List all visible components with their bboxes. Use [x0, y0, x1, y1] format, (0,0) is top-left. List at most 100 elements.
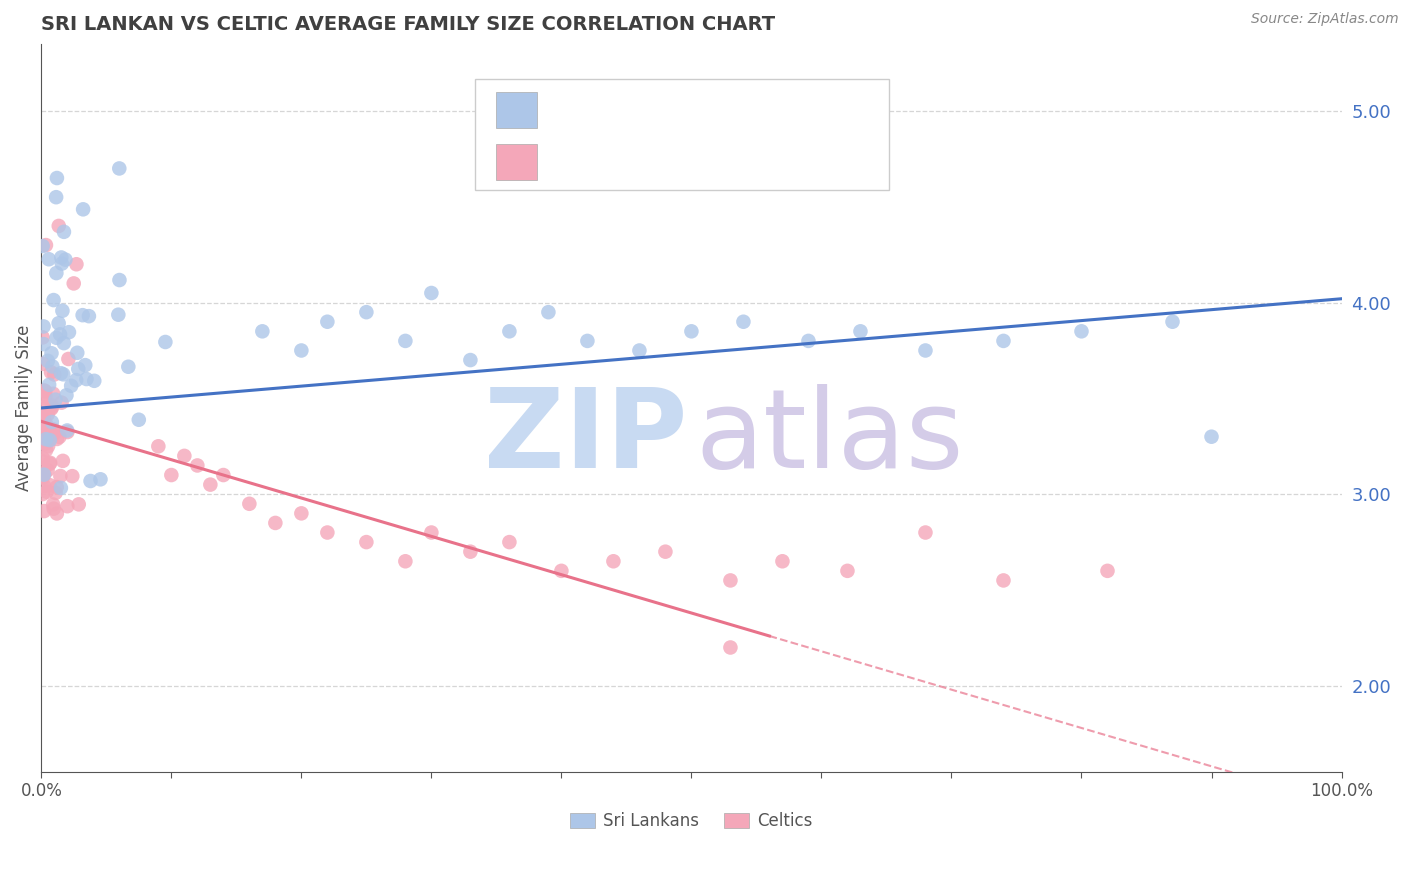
Point [31, 239, 53, 253]
Point [32, 412, 55, 426]
Point [45, 480, 67, 494]
Point [914, 525, 936, 540]
Point [394, 334, 416, 348]
Point [72, 308, 94, 322]
Point [44, 392, 66, 407]
Text: R =  0.185    N = 70: R = 0.185 N = 70 [554, 101, 735, 119]
Point [56, 499, 79, 513]
Point [498, 324, 520, 338]
Point [173, 449, 195, 463]
Point [38, 433, 60, 447]
Point [46, 432, 69, 446]
Point [38, 252, 60, 267]
Text: atlas: atlas [696, 384, 965, 491]
Point [797, 334, 820, 348]
Point [498, 535, 520, 549]
Point [31, 391, 53, 405]
Point [48, 219, 70, 233]
Point [148, 439, 170, 453]
Point [56, 424, 79, 438]
Point [186, 458, 208, 473]
Point [37, 439, 59, 453]
Point [108, 161, 131, 176]
Point [45, 507, 67, 521]
Point [31, 330, 53, 344]
Point [83, 374, 105, 388]
Point [79, 474, 101, 488]
Point [35, 417, 58, 432]
Point [51, 303, 73, 318]
Point [48, 316, 70, 330]
Point [264, 516, 287, 530]
Point [32, 408, 55, 422]
Point [31, 470, 53, 484]
Point [31, 406, 53, 420]
Text: R = -0.320    N = 90: R = -0.320 N = 90 [554, 153, 737, 171]
Point [41, 359, 63, 374]
Point [31, 469, 53, 483]
Point [602, 554, 624, 568]
Point [128, 413, 150, 427]
Point [34, 437, 56, 451]
Point [56, 425, 79, 439]
Point [420, 525, 443, 540]
Point [290, 507, 312, 521]
Point [31, 423, 53, 437]
Point [65, 257, 87, 271]
Point [51, 251, 73, 265]
Point [212, 468, 235, 483]
Point [52, 454, 75, 468]
Point [628, 343, 651, 358]
Point [38, 457, 60, 471]
Point [45, 331, 67, 345]
Point [37, 463, 59, 477]
Point [32, 479, 55, 493]
Point [49, 481, 72, 495]
Point [52, 368, 75, 382]
Point [155, 334, 177, 349]
Point [37, 354, 59, 368]
Point [34, 407, 56, 421]
Point [39, 365, 62, 379]
Point [837, 564, 859, 578]
Point [41, 415, 63, 429]
Point [49, 469, 72, 483]
Point [1070, 324, 1092, 338]
Point [460, 544, 482, 558]
Text: SRI LANKAN VS CELTIC AVERAGE FAMILY SIZE CORRELATION CHART: SRI LANKAN VS CELTIC AVERAGE FAMILY SIZE… [41, 15, 776, 34]
Point [117, 359, 139, 374]
Point [356, 305, 378, 319]
Point [35, 484, 58, 499]
Point [576, 334, 599, 348]
Point [316, 525, 339, 540]
Point [75, 358, 97, 372]
Point [654, 544, 676, 558]
Point [32, 319, 55, 334]
Point [32, 504, 55, 518]
Point [160, 468, 183, 483]
Point [31, 423, 53, 437]
Point [44, 368, 66, 382]
Text: Source: ZipAtlas.com: Source: ZipAtlas.com [1251, 12, 1399, 26]
Point [65, 373, 87, 387]
Point [51, 395, 73, 409]
Point [31, 468, 53, 483]
Point [42, 498, 65, 512]
Point [67, 497, 90, 511]
Point [41, 401, 63, 415]
Point [31, 454, 53, 468]
Point [42, 293, 65, 307]
Point [60, 378, 83, 392]
Point [1097, 564, 1119, 578]
Point [49, 327, 72, 342]
Point [55, 252, 77, 267]
Point [45, 190, 67, 204]
Point [58, 351, 80, 366]
Point [41, 346, 63, 360]
Point [45, 171, 67, 186]
Point [60, 469, 83, 483]
Point [316, 315, 339, 329]
Point [49, 366, 72, 380]
Point [537, 305, 560, 319]
Point [993, 574, 1015, 588]
